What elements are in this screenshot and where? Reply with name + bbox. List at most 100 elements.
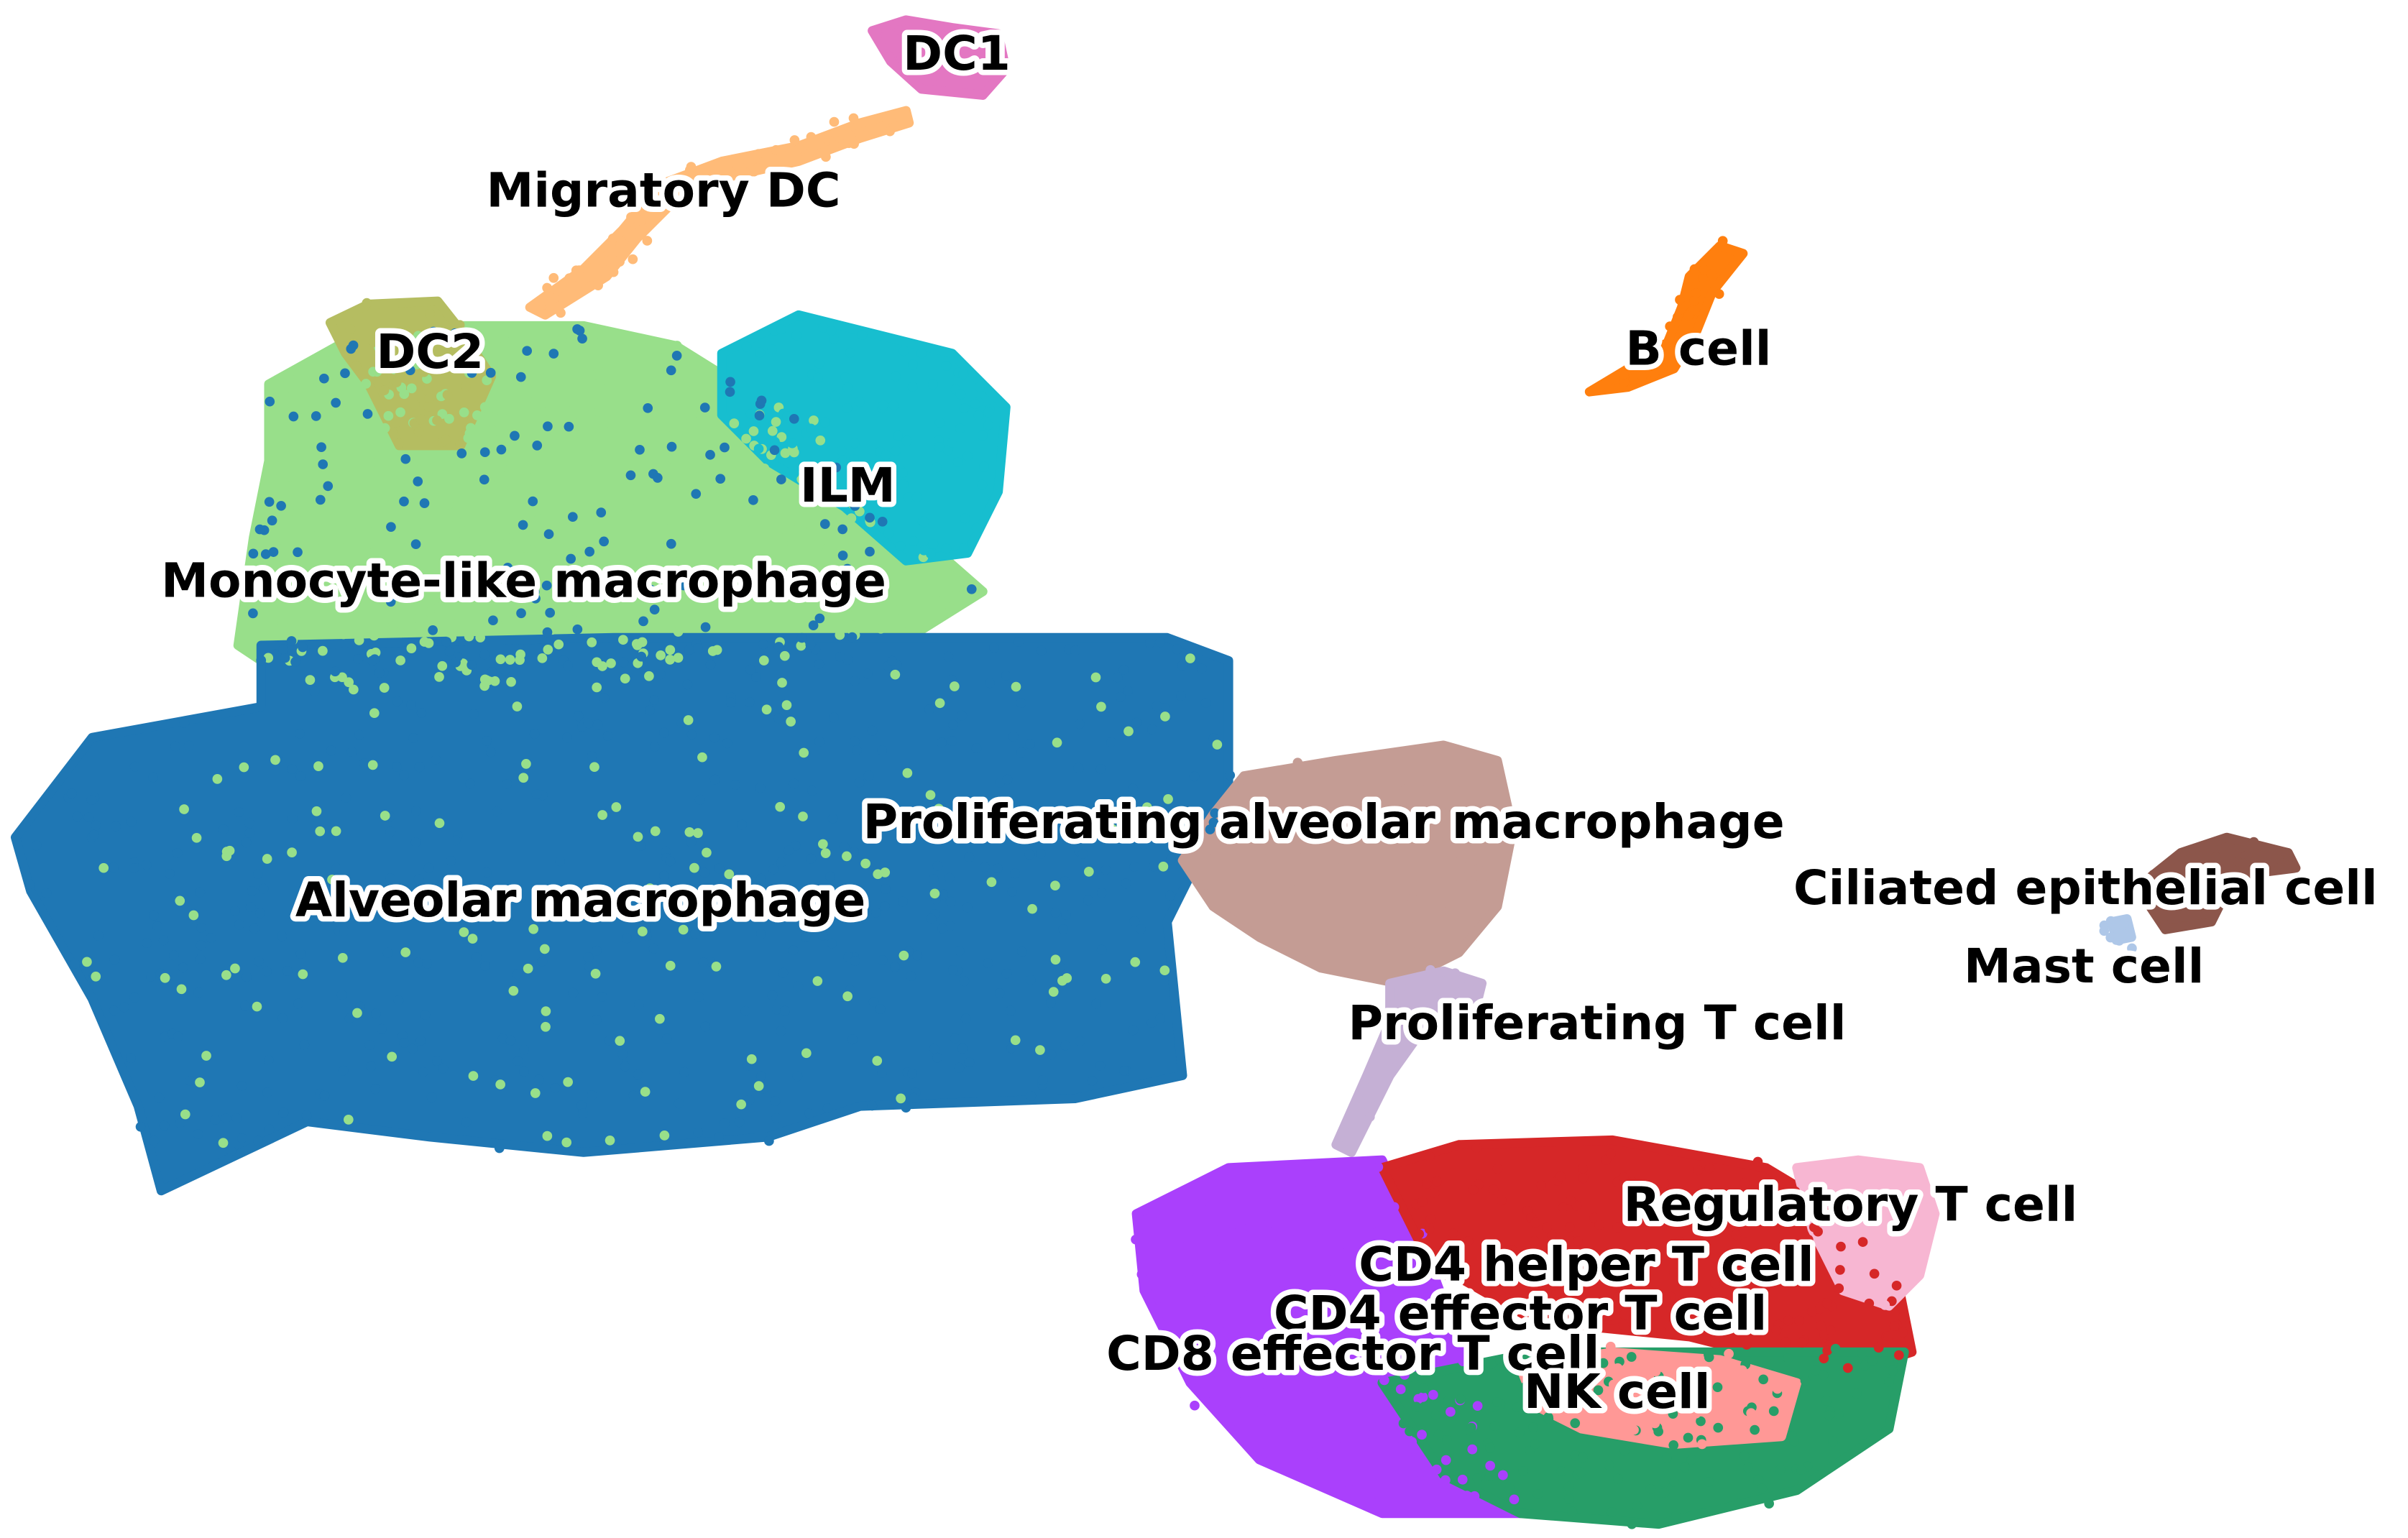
- cell-dot: [1062, 973, 1072, 983]
- cell-dot: [850, 438, 860, 448]
- cell-dot: [494, 476, 505, 487]
- cell-dot: [346, 344, 357, 354]
- cell-dot: [415, 620, 425, 631]
- cell-dot: [573, 711, 584, 722]
- cell-dot: [1327, 824, 1338, 835]
- cell-dot: [931, 51, 941, 62]
- cell-dot: [517, 592, 527, 602]
- cell-dot: [590, 968, 601, 979]
- cell-dot: [929, 71, 940, 81]
- cell-dot: [293, 427, 303, 437]
- cell-dot: [339, 926, 349, 936]
- cell-dot: [1668, 1440, 1679, 1450]
- cell-dot: [921, 55, 932, 66]
- cell-dot: [2127, 943, 2137, 954]
- cell-dot: [1548, 1280, 1558, 1291]
- cell-dot: [366, 1061, 377, 1072]
- cell-dot: [1364, 1112, 1375, 1122]
- cell-dot: [1384, 1050, 1394, 1060]
- cell-dot: [234, 807, 244, 818]
- cell-dot: [1046, 1049, 1057, 1060]
- cell-dot: [548, 272, 559, 283]
- cell-dot: [1389, 1440, 1400, 1451]
- cell-dot: [1797, 1337, 1808, 1348]
- cell-dot: [1637, 371, 1648, 382]
- cell-dot: [1121, 878, 1131, 889]
- cell-dot: [908, 359, 918, 370]
- cell-dot: [1231, 1401, 1241, 1412]
- cell-dot: [248, 548, 259, 559]
- cell-dot: [719, 168, 730, 178]
- cell-dot: [444, 413, 454, 424]
- cell-dot: [936, 37, 947, 47]
- cell-dot: [369, 483, 380, 494]
- cell-dot: [682, 679, 693, 690]
- cell-dot: [841, 469, 851, 479]
- cell-dot: [253, 869, 263, 879]
- cell-dot: [592, 682, 602, 693]
- cell-dot: [876, 796, 887, 806]
- cell-dot: [1448, 885, 1458, 896]
- cell-dot: [1873, 1343, 1884, 1353]
- cell-dot: [700, 622, 711, 632]
- cell-dot: [1407, 893, 1417, 903]
- cell-dot: [2113, 931, 2123, 941]
- cell-dot: [1520, 1381, 1531, 1392]
- cell-dot: [881, 114, 892, 124]
- cell-dot: [1758, 1374, 1769, 1385]
- cell-dot: [1484, 1471, 1495, 1481]
- cell-dot: [964, 1057, 975, 1067]
- cell-dot: [1630, 1251, 1640, 1261]
- cell-dot: [906, 971, 916, 982]
- cell-dot: [957, 710, 968, 721]
- cell-dot: [748, 495, 758, 505]
- cell-dot: [877, 1068, 887, 1078]
- cell-dot: [588, 331, 599, 342]
- cell-dot: [1208, 1228, 1219, 1238]
- cell-dot: [1407, 1437, 1417, 1447]
- cell-dot: [419, 637, 430, 647]
- cell-dot: [315, 494, 326, 505]
- cell-dot: [1052, 737, 1062, 748]
- cell-dot: [1165, 890, 1175, 901]
- cell-dot: [934, 698, 945, 709]
- cell-dot: [1461, 871, 1472, 882]
- cell-dot: [955, 389, 966, 400]
- cell-dot: [683, 190, 694, 201]
- cell-dot: [661, 581, 671, 591]
- cell-dot: [1435, 1342, 1446, 1353]
- cell-dot: [566, 437, 576, 448]
- cell-dot: [1390, 788, 1401, 798]
- cell-dot: [649, 741, 660, 752]
- cell-dot: [1287, 1343, 1297, 1353]
- cell-dot: [912, 950, 923, 961]
- cell-dot: [682, 459, 693, 469]
- cell-dot: [1862, 1165, 1872, 1175]
- cell-dot: [1394, 1272, 1405, 1282]
- cell-dot: [898, 468, 908, 478]
- cell-dot: [1733, 1373, 1744, 1383]
- cell-dot: [734, 1117, 745, 1128]
- cell-dot: [248, 588, 259, 599]
- cell-dot: [1366, 1092, 1377, 1103]
- cell-dot: [1734, 1215, 1744, 1225]
- cell-dot: [814, 493, 824, 503]
- cell-dot: [692, 643, 703, 653]
- cell-dot: [1433, 1429, 1444, 1440]
- cell-dot: [1302, 1340, 1313, 1350]
- cell-dot: [1130, 957, 1141, 967]
- cell-dot: [849, 454, 859, 464]
- cell-dot: [336, 990, 347, 1000]
- cell-dot: [142, 938, 152, 949]
- cell-dot: [874, 591, 884, 601]
- cell-dot: [1061, 910, 1071, 920]
- cell-dot: [370, 1008, 381, 1019]
- cell-dot: [179, 804, 189, 814]
- cell-dot: [1885, 1230, 1895, 1240]
- cell-dot: [1463, 1236, 1474, 1246]
- cell-dot: [1619, 1309, 1630, 1320]
- cell-dot: [589, 256, 600, 267]
- cell-dot: [943, 651, 954, 662]
- cell-dot: [403, 586, 414, 596]
